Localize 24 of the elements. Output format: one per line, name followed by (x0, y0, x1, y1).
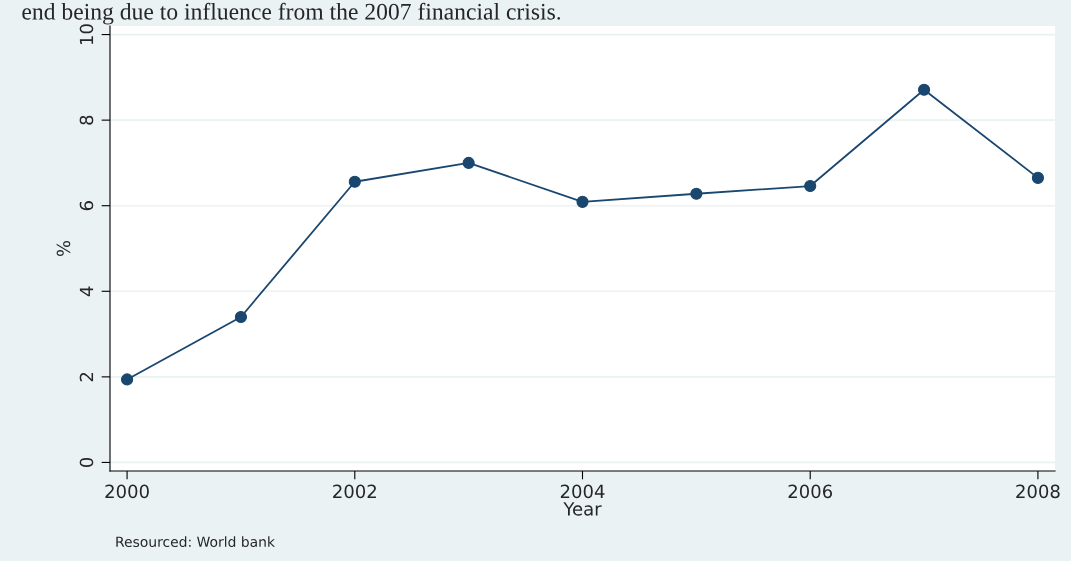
y-tick-label: 4 (79, 286, 94, 297)
x-tick-label: 2006 (788, 484, 833, 499)
point (690, 187, 703, 200)
text: end being due to influence from the 2007 financial crisis. (22, 2, 561, 25)
point (234, 310, 248, 324)
y-tick-label: 0 (79, 457, 94, 467)
text: Resourced: World bank (116, 536, 275, 548)
point (121, 373, 134, 386)
point (804, 179, 817, 193)
y-axis-title: % (56, 240, 71, 257)
point (917, 83, 931, 96)
point (348, 175, 361, 188)
point (576, 195, 589, 208)
x-axis-title: Year (563, 502, 602, 516)
x-tick-label: 2000 (105, 484, 149, 499)
x-tick-label: 2008 (1016, 484, 1060, 499)
y-tick-label: 2 (79, 372, 94, 382)
y-tick-label: 10 (79, 24, 94, 45)
x-tick-label: 2002 (333, 484, 376, 499)
point (1031, 171, 1044, 184)
x-tick-label: 2004 (560, 484, 605, 499)
y-tick-label: 6 (79, 201, 94, 211)
y-tick-label: 8 (79, 115, 94, 125)
point (462, 156, 475, 169)
